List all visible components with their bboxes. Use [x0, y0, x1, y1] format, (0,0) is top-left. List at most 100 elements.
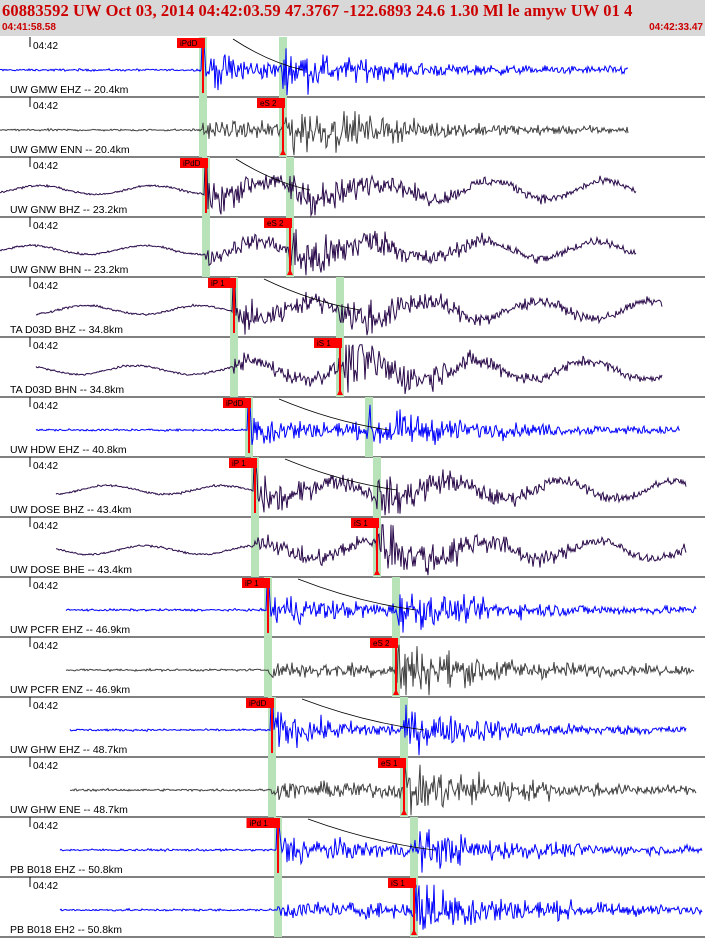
waveform [0, 229, 637, 276]
p-window [251, 517, 259, 577]
phase-pick-label: iP 1 [245, 579, 259, 588]
s-window [336, 277, 344, 337]
trace-row[interactable]: 04:42 iS 1 UW DOSE BHE -- 43.4km [0, 517, 705, 578]
station-label: UW DOSE BHZ -- 43.4km [10, 504, 132, 516]
waveform [35, 404, 681, 446]
phase-pick-flag[interactable] [177, 38, 205, 48]
trace-row[interactable]: 04:42 iS 1 PB B018 EH2 -- 50.8km [0, 877, 705, 938]
station-label: UW DOSE BHE -- 43.4km [10, 564, 132, 576]
station-label: UW PCFR EHZ -- 46.9km [10, 624, 130, 636]
trace-row[interactable]: 04:42 iP 1 UW DOSE BHZ -- 43.4km [0, 457, 705, 518]
waveform [69, 764, 697, 816]
trace-row[interactable]: 04:42 eS 1 UW GHW ENE -- 48.7km [0, 757, 705, 818]
pick-arrow-icon [411, 929, 417, 935]
pick-arrow-icon [374, 569, 380, 575]
phase-pick-flag[interactable] [229, 458, 257, 468]
phase-pick-label: eS 2 [260, 99, 277, 108]
phase-pick-flag[interactable] [246, 818, 281, 828]
waveform [69, 704, 687, 756]
trace-row[interactable]: 04:42 iP 1 TA D03D BHZ -- 34.8km [0, 277, 705, 338]
phase-pick-label: iS 1 [317, 339, 331, 348]
waveform [55, 464, 687, 516]
event-header: 60883592 UW Oct 03, 2014 04:42:03.59 47.… [0, 0, 705, 36]
phase-pick-flag[interactable] [388, 878, 416, 888]
phase-pick-label: iP 1 [232, 459, 246, 468]
minute-label: 04:42 [33, 341, 58, 352]
waveform [0, 111, 629, 156]
minute-label: 04:42 [33, 401, 58, 412]
phase-pick-flag[interactable] [370, 638, 398, 648]
minute-label: 04:42 [33, 221, 58, 232]
station-label: UW GHW EHZ -- 48.7km [10, 744, 128, 756]
phase-pick-flag[interactable] [242, 578, 270, 588]
station-label: PB B018 EHZ -- 50.8km [10, 864, 123, 876]
event-title: 60883592 UW Oct 03, 2014 04:42:03.59 47.… [2, 1, 633, 20]
phase-pick-flag[interactable] [378, 758, 406, 768]
p-window [268, 757, 276, 817]
trace-row[interactable]: 04:42 iPdD UW HDW EHZ -- 40.8km [0, 397, 705, 458]
minute-label: 04:42 [33, 821, 58, 832]
window-start-time: 04:41:58.58 [2, 22, 56, 33]
phase-pick-label: iP 1 [211, 279, 225, 288]
phase-pick-flag[interactable] [246, 698, 274, 708]
phase-pick-flag[interactable] [314, 338, 342, 348]
phase-pick-flag[interactable] [180, 158, 208, 168]
minute-label: 04:42 [33, 281, 58, 292]
pick-arrow-icon [280, 149, 286, 155]
phase-pick-flag[interactable] [351, 518, 379, 528]
pick-arrow-icon [393, 689, 399, 695]
station-label: UW HDW EHZ -- 40.8km [10, 444, 127, 456]
p-window [202, 217, 210, 277]
station-label: PB B018 EH2 -- 50.8km [10, 924, 122, 936]
station-label: TA D03D BHZ -- 34.8km [10, 324, 123, 336]
trace-row[interactable]: 04:42 iPdD UW GHW EHZ -- 48.7km [0, 697, 705, 758]
phase-pick-label: eS 2 [267, 219, 284, 228]
pick-arrow-icon [401, 809, 407, 815]
phase-pick-label: iPdD [180, 39, 198, 48]
minute-label: 04:42 [33, 461, 58, 472]
minute-label: 04:42 [33, 581, 58, 592]
trace-row[interactable]: 04:42 iPdD UW GNW BHZ -- 23.2km [0, 157, 705, 218]
waveform [35, 284, 663, 336]
trace-row[interactable]: 04:42 eS 2 UW GNW BHN -- 23.2km [0, 217, 705, 278]
phase-pick-label: iPd 1 [250, 819, 269, 828]
phase-pick-label: eS 1 [381, 759, 398, 768]
waveform [35, 344, 663, 395]
phase-pick-flag[interactable] [257, 98, 285, 108]
phase-pick-flag[interactable] [208, 278, 236, 288]
trace-row[interactable]: 04:42 eS 2 UW GMW ENN -- 20.4km [0, 97, 705, 158]
station-label: UW GNW BHN -- 23.2km [10, 264, 129, 276]
trace-row[interactable]: 04:42 eS 2 UW PCFR ENZ -- 46.9km [0, 637, 705, 698]
minute-label: 04:42 [33, 761, 58, 772]
s-window [279, 37, 287, 97]
station-label: UW GNW BHZ -- 23.2km [10, 204, 128, 216]
waveform [65, 584, 697, 633]
phase-pick-flag[interactable] [223, 398, 251, 408]
phase-pick-label: eS 2 [373, 639, 390, 648]
waveform [59, 884, 703, 930]
waveform [65, 644, 695, 696]
station-label: UW GMW ENN -- 20.4km [10, 144, 130, 156]
station-label: TA D03D BHN -- 34.8km [10, 384, 124, 396]
minute-label: 04:42 [33, 701, 58, 712]
travel-time-curve [307, 818, 435, 851]
travel-time-curve [284, 458, 398, 491]
trace-row[interactable]: 04:42 iPd 1 PB B018 EHZ -- 50.8km [0, 817, 705, 878]
waveform [0, 44, 629, 96]
trace-row[interactable]: 04:42 iPdD UW GMW EHZ -- 20.4km [0, 37, 705, 98]
station-label: UW GMW EHZ -- 20.4km [10, 84, 129, 96]
phase-pick-label: iS 1 [391, 879, 405, 888]
trace-row[interactable]: 04:42 iS 1 TA D03D BHN -- 34.8km [0, 337, 705, 398]
window-end-time: 04:42:33.47 [649, 22, 703, 33]
station-label: UW PCFR ENZ -- 46.9km [10, 684, 130, 696]
phase-pick-label: iPdD [249, 699, 267, 708]
trace-row[interactable]: 04:42 iP 1 UW PCFR EHZ -- 46.9km [0, 577, 705, 638]
travel-time-curve [301, 698, 425, 731]
waveform [0, 164, 637, 218]
minute-label: 04:42 [33, 641, 58, 652]
phase-pick-flag[interactable] [264, 218, 292, 228]
phase-pick-label: iPdD [183, 159, 201, 168]
travel-time-curve [235, 158, 311, 191]
waveform [59, 824, 703, 873]
